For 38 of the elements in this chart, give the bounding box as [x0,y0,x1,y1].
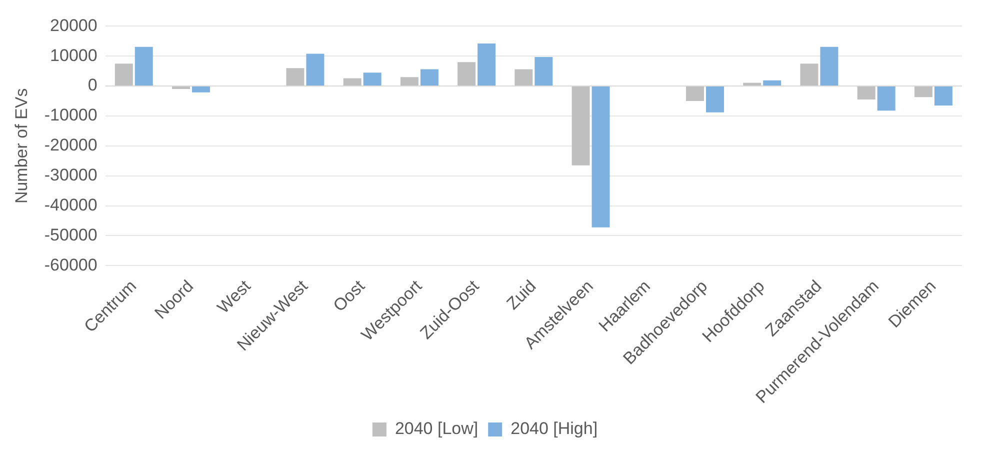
y-tick-label: 10000 [50,46,98,65]
y-tick-label: -60000 [44,255,98,274]
bar [800,64,818,86]
y-tick-label: -20000 [44,136,98,155]
bar [534,57,553,86]
y-tick-label: 20000 [50,16,98,35]
bar [172,86,190,90]
bar [478,44,496,86]
y-tick-label: -30000 [44,166,98,185]
bar [134,46,153,86]
bar [820,46,838,86]
bar [458,62,476,86]
bar [934,86,952,106]
bar [743,82,762,86]
bar [192,86,210,92]
bar [706,86,724,112]
legend-label: 2040 [High] [510,419,598,438]
bar [514,69,533,86]
bar [686,86,704,102]
bar [400,77,418,86]
y-tick-label: 0 [88,76,98,95]
bar [877,86,896,111]
bar [363,72,382,86]
bar [857,86,876,100]
bar [914,86,932,98]
y-tick-label: -50000 [44,225,98,244]
y-axis-title: Number of EVs [12,88,31,204]
bar [286,68,304,86]
bar [420,69,438,86]
bar [114,64,133,86]
bar [343,78,362,86]
legend-label: 2040 [Low] [394,419,478,438]
bar [763,80,782,86]
y-tick-label: -40000 [44,195,98,214]
bar [306,54,324,86]
y-tick-label: -10000 [44,106,98,125]
bar [572,86,590,166]
bar [592,86,610,228]
